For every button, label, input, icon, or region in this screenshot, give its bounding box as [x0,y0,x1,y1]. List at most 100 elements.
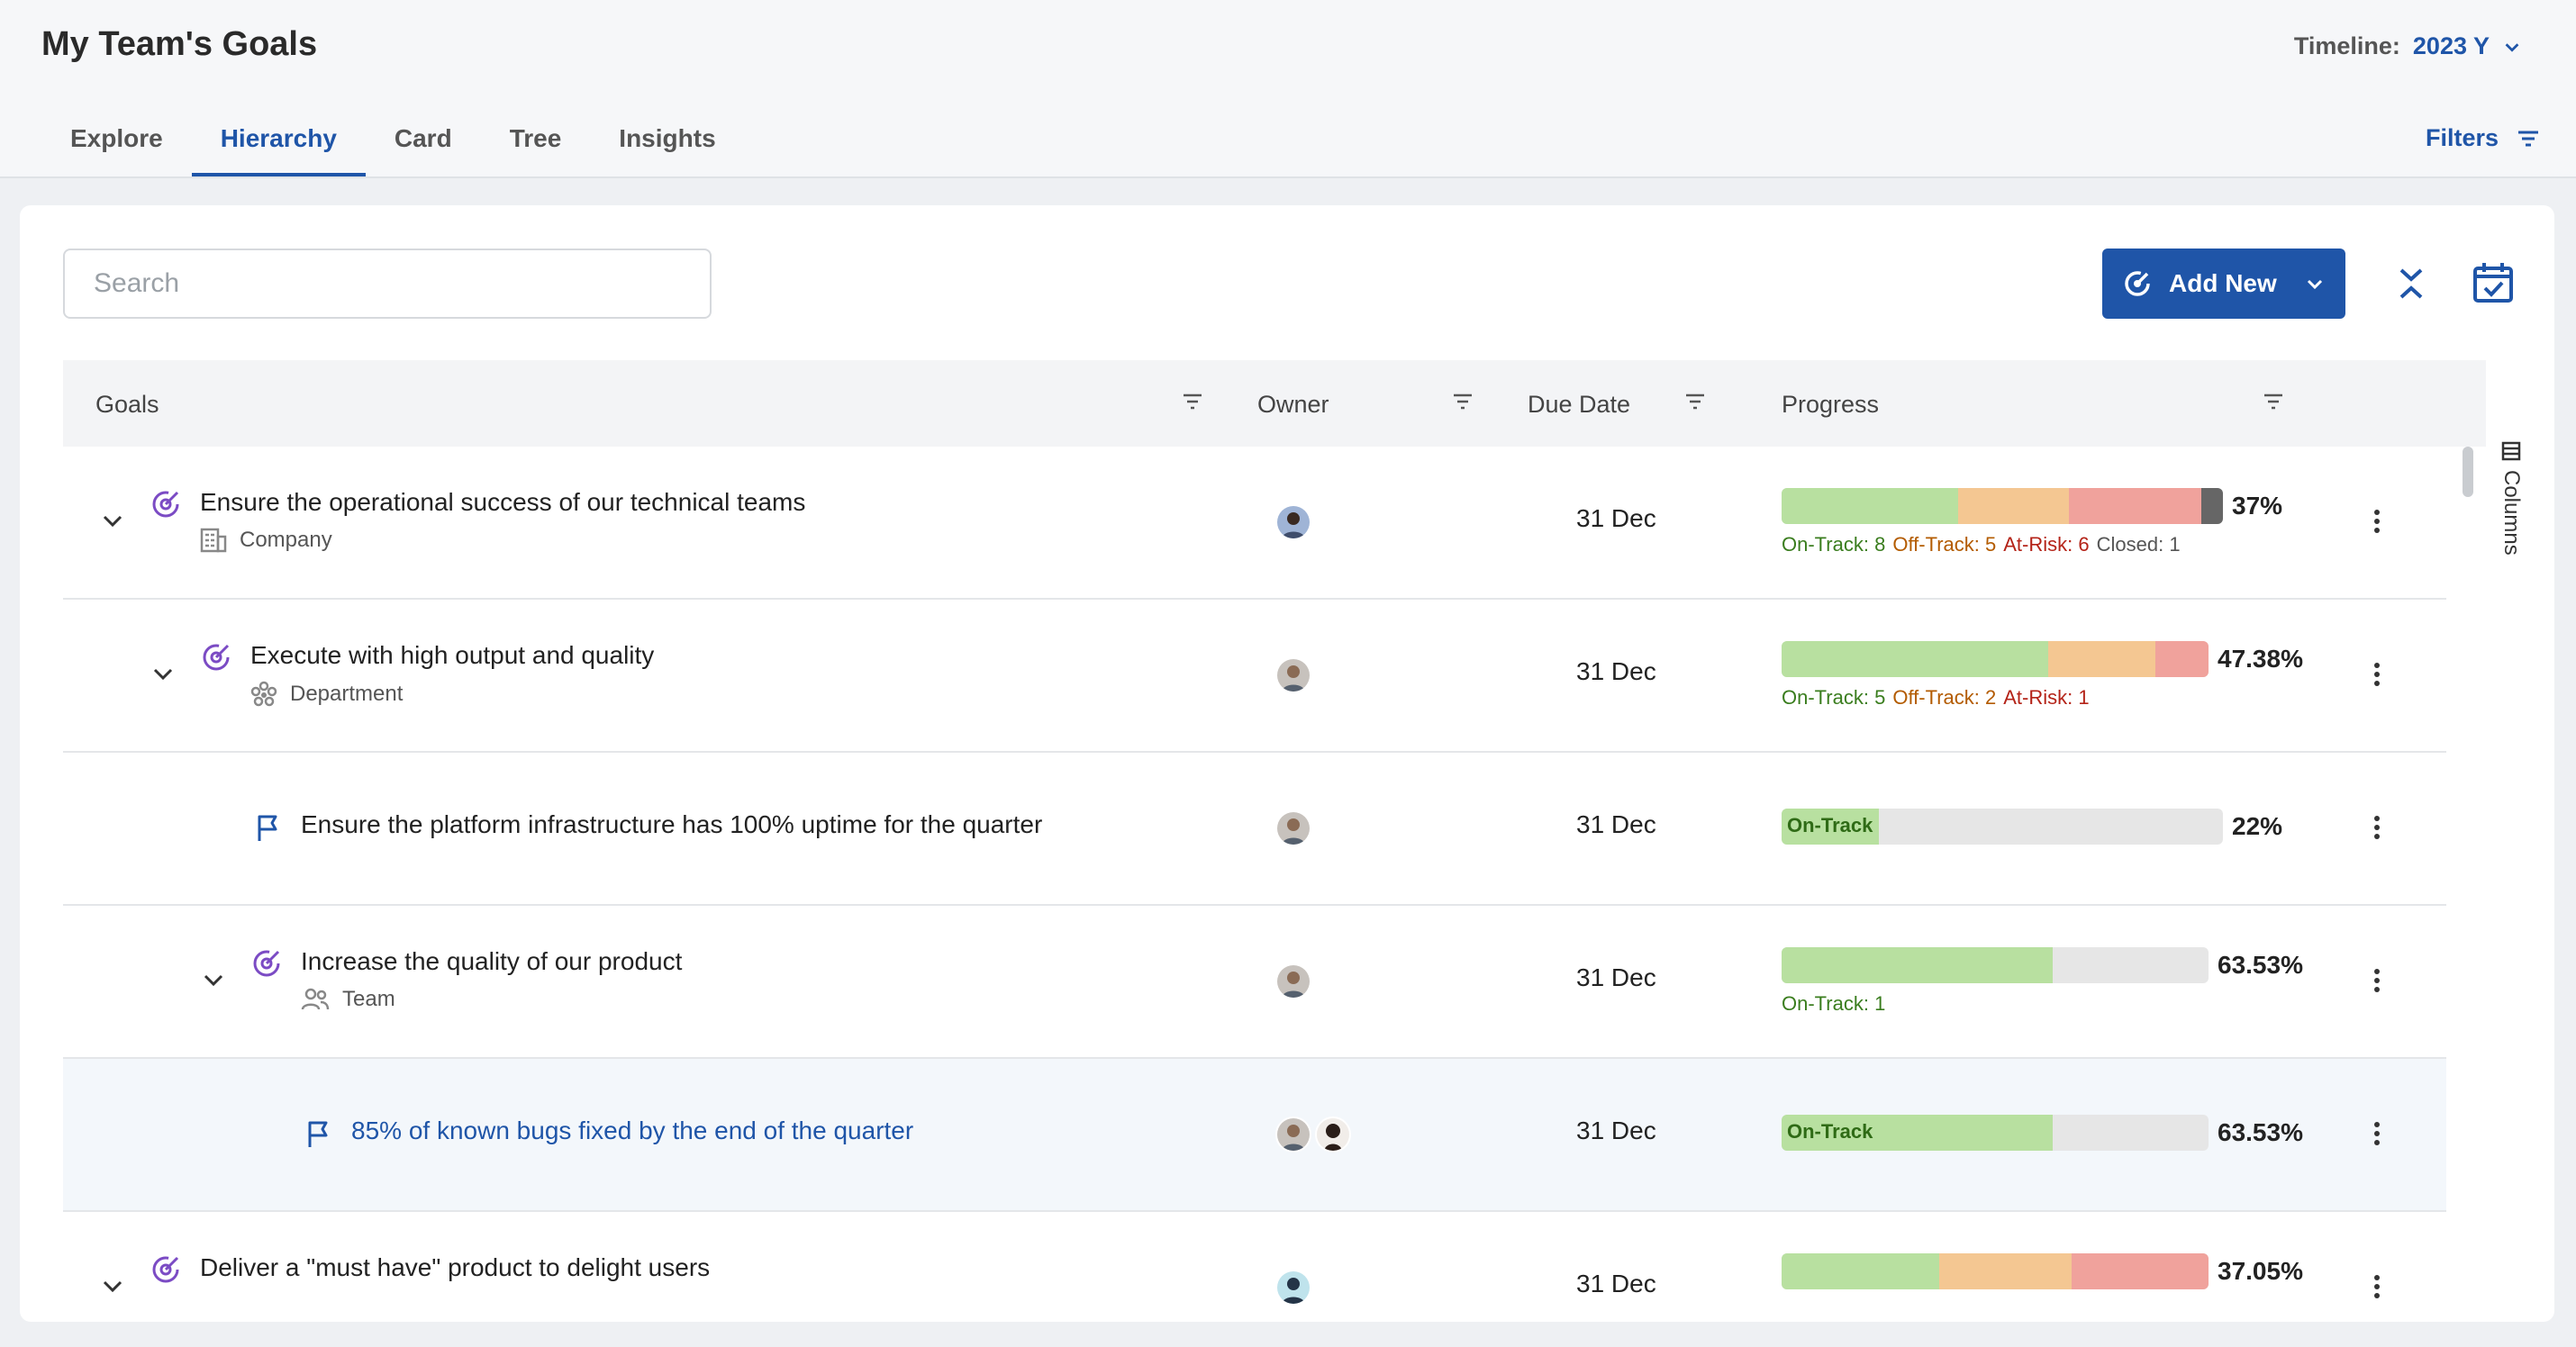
goal-type: Company [200,528,332,553]
avatar[interactable] [1275,810,1311,846]
owner-avatars[interactable] [1275,1116,1351,1153]
column-header-due-date: Due Date [1528,391,1631,418]
columns-panel-toggle[interactable]: Columns [2493,441,2529,576]
progress-segment-on-track [1782,1253,1940,1289]
filter-icon[interactable] [1452,391,1474,412]
progress-bar [1782,641,2209,677]
avatar[interactable] [1275,504,1311,540]
chevron-down-icon[interactable] [2304,273,2326,294]
timeline-value[interactable]: 2023 Y [2412,32,2490,59]
goal-type-label: Company [240,528,332,552]
tab-insights[interactable]: Insights [619,124,716,152]
timeline-selector[interactable]: Timeline: 2023 Y [2294,32,2522,60]
status-at-risk: At-Risk: 6 [2003,533,2090,556]
filters-label: Filters [2425,124,2499,151]
progress-percent: 37.05% [2218,1257,2303,1285]
tab-explore[interactable]: Explore [70,124,163,152]
goal-type-label: Team [342,987,395,1011]
progress-percent: 22% [2232,812,2283,840]
page-header: My Team's Goals Timeline: 2023 Y Explore… [0,0,2576,178]
filter-icon[interactable] [2263,391,2284,412]
owner-avatars[interactable] [1275,504,1311,540]
goals-card: Add New Columns Goals Owner Due Date Pro… [20,205,2554,1322]
chevron-down-icon[interactable] [2502,37,2522,57]
due-date: 31 Dec [1576,1116,1656,1144]
columns-label: Columns [2499,470,2524,556]
filter-icon[interactable] [1684,391,1706,412]
progress-segment-closed [2200,488,2223,524]
building-icon [200,528,227,553]
chevron-down-icon[interactable] [200,967,227,994]
chevron-down-icon[interactable] [99,1273,126,1300]
status-on-track: On-Track: 8 [1782,533,1886,556]
search-input[interactable] [63,249,712,319]
more-options-icon[interactable] [2371,814,2383,841]
goal-title[interactable]: Ensure the platform infrastructure has 1… [301,810,1043,838]
column-header-owner: Owner [1257,391,1329,418]
table-row[interactable]: Ensure the platform infrastructure has 1… [63,753,2446,906]
progress-percent: 63.53% [2218,1118,2303,1146]
chevron-down-icon[interactable] [99,508,126,535]
team-icon [301,988,330,1010]
goal-type: Department [250,681,403,708]
chevron-down-icon[interactable] [150,661,177,688]
more-options-icon[interactable] [2371,1273,2383,1300]
status-at-risk: At-Risk: 1 [2003,686,2090,709]
department-icon [250,681,277,707]
due-date: 31 Dec [1576,810,1656,838]
owner-avatars[interactable] [1275,810,1311,846]
avatar[interactable] [1275,1270,1311,1306]
avatar[interactable] [1275,963,1311,999]
status-off-track: Off-Track: 5 [1892,533,1997,556]
status-summary: On-Track: 1 [1782,992,1885,1016]
flag-icon [308,1121,328,1147]
add-new-button[interactable]: Add New [2102,249,2345,319]
progress-segment-on-track [1782,488,1958,524]
table-row[interactable]: Increase the quality of our product Team… [63,906,2446,1059]
vertical-scrollbar[interactable] [2463,447,2473,497]
more-options-icon[interactable] [2371,967,2383,994]
status-on-track: On-Track: 1 [1782,992,1886,1015]
avatar[interactable] [1275,657,1311,693]
status-summary: On-Track: 5 Off-Track: 2 At-Risk: 1 [1782,686,2090,710]
page-title: My Team's Goals [41,25,318,63]
progress-status-label: On-Track [1787,814,1873,836]
more-options-icon[interactable] [2371,661,2383,688]
calendar-check-icon[interactable] [2470,259,2517,306]
table-row[interactable]: Ensure the operational success of our te… [63,447,2446,600]
filters-button[interactable]: Filters [2426,124,2540,152]
owner-avatars[interactable] [1275,1270,1311,1306]
filter-icon [2518,131,2538,146]
more-options-icon[interactable] [2371,1120,2383,1147]
table-row[interactable]: Deliver a "must have" product to delight… [63,1212,2446,1320]
goal-type-label: Department [290,682,404,706]
due-date: 31 Dec [1576,1270,1656,1297]
tab-tree[interactable]: Tree [509,124,562,152]
goal-title[interactable]: Deliver a "must have" product to delight… [200,1253,711,1281]
avatar[interactable] [1315,1116,1351,1153]
goal-title[interactable]: Increase the quality of our product [301,947,683,975]
progress-bar [1782,488,2223,524]
progress-percent: 63.53% [2218,951,2303,979]
progress-segment-at-risk [2154,641,2209,677]
tab-hierarchy[interactable]: Hierarchy [191,108,366,176]
view-tabs: Explore Hierarchy Card Tree Insights [41,108,745,176]
progress-bar: On-Track [1782,809,2223,845]
progress-percent: 47.38% [2218,645,2303,673]
collapse-all-icon[interactable] [2389,261,2434,306]
goal-type: Team [301,987,395,1012]
progress-bar [1782,1253,2209,1289]
goal-title-link[interactable]: 85% of known bugs fixed by the end of th… [351,1116,914,1144]
avatar[interactable] [1275,1116,1311,1153]
goal-title[interactable]: Ensure the operational success of our te… [200,488,806,516]
tab-card[interactable]: Card [394,124,452,152]
filter-icon[interactable] [1182,391,1203,412]
owner-avatars[interactable] [1275,657,1311,693]
goal-title[interactable]: Execute with high output and quality [250,641,655,669]
more-options-icon[interactable] [2371,508,2383,535]
table-row[interactable]: Execute with high output and quality Dep… [63,600,2446,753]
owner-avatars[interactable] [1275,963,1311,999]
progress-segment-off-track [2048,641,2155,677]
table-row[interactable]: 85% of known bugs fixed by the end of th… [63,1059,2446,1212]
due-date: 31 Dec [1576,963,1656,991]
